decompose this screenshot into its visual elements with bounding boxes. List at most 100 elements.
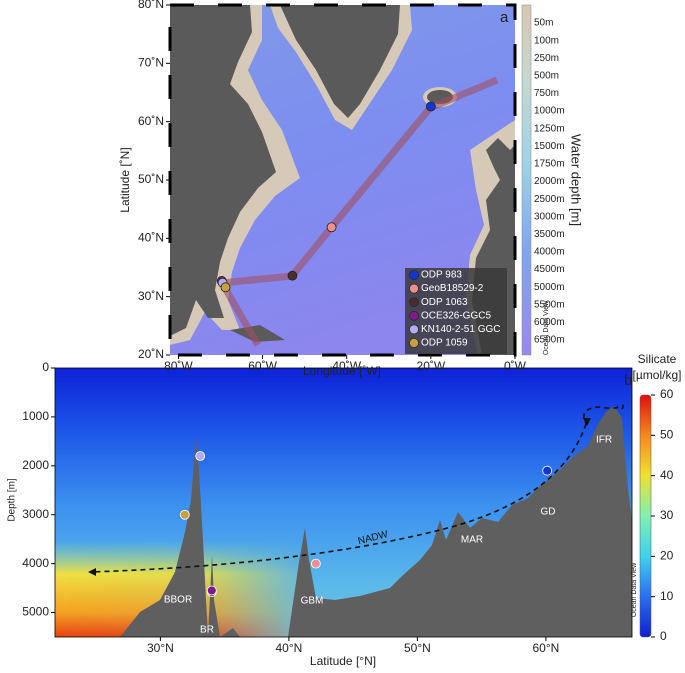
- y-tick-label: 0: [42, 360, 49, 374]
- nadw-path: [89, 423, 587, 573]
- x-tick-label: 30°N: [147, 641, 174, 655]
- legend-label: KN140-2-51 GGC: [421, 324, 500, 335]
- transect: [216, 76, 499, 347]
- x-tick-label: 0˚W: [504, 359, 527, 373]
- colorbar-tick-label: 50: [660, 428, 674, 442]
- colorbar-title: [µmol/kg]: [633, 368, 682, 382]
- colorbar-label: 750m: [534, 88, 559, 99]
- annotations: BBOR BR GBM MAR GD IFR NADW: [164, 435, 612, 636]
- colorbar-tick-label: 40: [660, 468, 674, 482]
- legend-marker: [409, 270, 419, 280]
- site-marker: [195, 451, 206, 461]
- legend-label: ODP 983: [421, 270, 462, 281]
- site-marker: [542, 465, 553, 476]
- colorbar-label: 3000m: [534, 211, 565, 222]
- annotation: GD: [541, 507, 556, 518]
- y-tick-label: 50˚N: [138, 172, 164, 186]
- x-tick-label: 50°N: [404, 641, 431, 655]
- panel-label: a: [500, 9, 509, 26]
- colorbar-title: Water depth [m]: [569, 134, 584, 226]
- nadw-path: [583, 404, 624, 426]
- section-frame: [54, 367, 633, 638]
- y-tick-label: 3000: [22, 507, 49, 521]
- x-tick-label: 20˚W: [417, 359, 446, 373]
- colorbar-tick-label: 30: [660, 508, 674, 522]
- x-axis-title: Latitude [°N]: [310, 654, 376, 668]
- x-tick-label: 60°N: [532, 641, 559, 655]
- site-marker: [326, 222, 337, 233]
- legend-label: ODP 1059: [421, 338, 468, 349]
- colorbar-tick-label: 10: [660, 589, 674, 603]
- north-america: [170, 5, 276, 336]
- site-marker: [179, 509, 190, 520]
- y-tick-label: 60˚N: [138, 114, 164, 128]
- site-marker: [425, 101, 436, 112]
- site-marker: [220, 282, 231, 293]
- watermark: Ocean Data View: [543, 300, 550, 355]
- colorbar-label: 1000m: [534, 106, 565, 117]
- y-tick-label: 4000: [22, 556, 49, 570]
- colorbar-label: 3500m: [534, 229, 565, 240]
- caribbean: [230, 325, 285, 342]
- y-tick-label: 20˚N: [138, 347, 164, 361]
- watermark: Ocean Data View: [631, 562, 638, 617]
- colorbar-tick-label: 60: [660, 387, 674, 401]
- x-tick-label: 40°N: [275, 641, 302, 655]
- colorbar-label: 250m: [534, 53, 559, 64]
- colorbar-label: 500m: [534, 70, 559, 81]
- annotation: MAR: [461, 535, 483, 546]
- colorbar-label: 50m: [534, 18, 553, 29]
- colorbar-tick-label: 0: [660, 629, 667, 643]
- colorbar-label: 5500m: [534, 299, 565, 310]
- colorbar-label: 6000m: [534, 317, 565, 328]
- x-tick-label: 60˚W: [248, 359, 277, 373]
- y-tick-label: 30˚N: [138, 289, 164, 303]
- site-marker: [287, 270, 298, 281]
- map-area: [170, 5, 515, 355]
- colorbar-label: 4000m: [534, 247, 565, 258]
- x-tick-label: 40˚W: [332, 359, 361, 373]
- arrow-head: [88, 568, 96, 576]
- colorbar-label: 4500m: [534, 264, 565, 275]
- y-tick-label: 70˚N: [138, 56, 164, 70]
- legend-marker: [409, 338, 419, 348]
- y-tick-label: 2000: [22, 458, 49, 472]
- panel-label: b: [624, 372, 632, 389]
- greenland: [280, 5, 400, 118]
- colorbar-label: 6500m: [534, 335, 565, 346]
- colorbar-label: 100m: [534, 35, 559, 46]
- colorbar-label: 1500m: [534, 141, 565, 152]
- annotation: BR: [200, 625, 214, 636]
- annotation: GBM: [301, 596, 324, 607]
- x-tick-label: 80˚W: [164, 359, 193, 373]
- colorbar-label: 1250m: [534, 123, 565, 134]
- colorbar-label: 5000m: [534, 282, 565, 293]
- legend-label: GeoB18529-2: [421, 283, 484, 294]
- colorbar-title: Silicate: [638, 352, 677, 366]
- bathymetry: [120, 406, 632, 637]
- colorbar-label: 1750m: [534, 159, 565, 170]
- depth-colorbar: [521, 4, 532, 356]
- x-axis-title: Longitude [˚W]: [303, 364, 381, 378]
- y-tick-label: 40˚N: [138, 231, 164, 245]
- legend-label: OCE326-GGC5: [421, 310, 491, 321]
- y-tick-label: 5000: [22, 605, 49, 619]
- y-tick-label: 1000: [22, 409, 49, 423]
- site-marker: [310, 558, 321, 569]
- site-marker: [206, 585, 217, 596]
- legend-marker: [409, 297, 419, 308]
- legend-marker: [409, 310, 419, 321]
- y-tick-label: 80˚N: [138, 0, 164, 11]
- legend-marker: [409, 283, 419, 294]
- colorbar-label: 2500m: [534, 194, 565, 205]
- annotation: BBOR: [164, 595, 192, 606]
- arrow-head: [583, 418, 591, 426]
- y-axis-title: Latitude [˚N]: [118, 147, 132, 212]
- annotation: IFR: [596, 435, 612, 446]
- colorbar-tick-label: 20: [660, 549, 674, 563]
- y-axis-title: Depth [m]: [7, 478, 18, 522]
- legend-marker: [409, 324, 419, 335]
- colorbar-label: 2000m: [534, 176, 565, 187]
- legend-label: ODP 1063: [421, 297, 468, 308]
